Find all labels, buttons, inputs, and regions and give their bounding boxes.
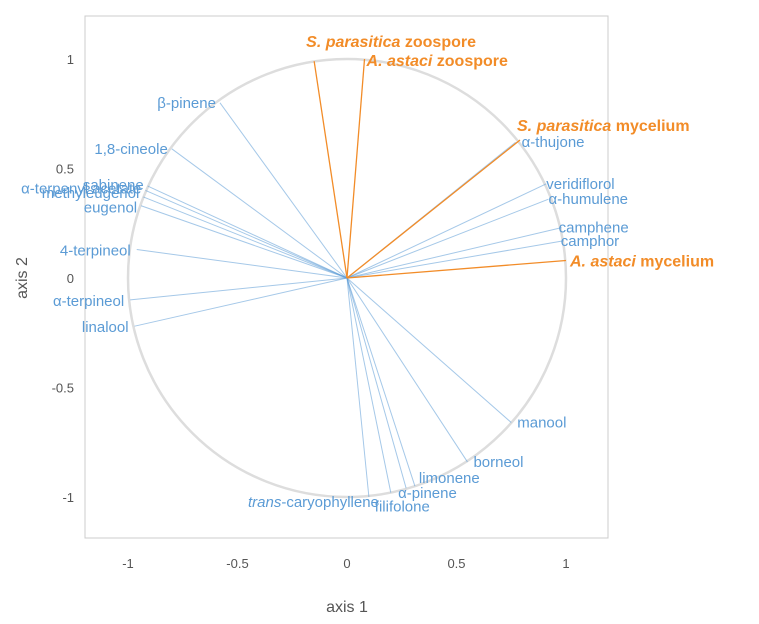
variable-lines bbox=[130, 102, 564, 498]
variable-label: eugenol bbox=[84, 200, 137, 217]
variable-vector bbox=[346, 183, 547, 279]
variable-label: camphene bbox=[559, 220, 629, 237]
variable-vector bbox=[134, 277, 348, 327]
group-label: S. parasitica mycelium bbox=[517, 118, 690, 135]
variable-label: filifolone bbox=[375, 499, 430, 516]
x-tick-label: 1 bbox=[562, 556, 569, 571]
variable-label: borneol bbox=[473, 454, 523, 471]
group-lines bbox=[313, 58, 567, 279]
x-tick-label: 0.5 bbox=[447, 556, 465, 571]
group-label: A. astaci zoospore bbox=[366, 53, 508, 70]
variable-label: camphor bbox=[561, 233, 619, 250]
variable-label: α-terpenyl acetate bbox=[21, 180, 141, 197]
variable-vector bbox=[346, 277, 407, 489]
variable-label: limonene bbox=[419, 470, 480, 487]
x-tick-label: -0.5 bbox=[226, 556, 248, 571]
variable-label: manool bbox=[517, 415, 566, 432]
variable-vector bbox=[346, 198, 549, 279]
variable-label: sabinene bbox=[83, 177, 144, 194]
unit-circle bbox=[126, 57, 568, 499]
variable-label: α-pinene bbox=[398, 485, 457, 502]
group-vector bbox=[313, 61, 348, 279]
variable-label: α-terpineol bbox=[53, 293, 124, 310]
variable-label: β-pinene bbox=[157, 95, 216, 112]
variable-vector bbox=[219, 102, 348, 279]
variable-label: 4-terpineol bbox=[60, 243, 131, 260]
y-tick-label: 0.5 bbox=[56, 162, 74, 177]
variable-vector bbox=[346, 227, 562, 279]
variable-label: trans-caryophyllene bbox=[248, 494, 379, 511]
variable-vector bbox=[346, 277, 370, 498]
axis-ticks: -1 -0.5 0 0.5 1 -1 -0.5 0 0.5 1 bbox=[52, 52, 570, 571]
group-labels: S. parasitica zoospore A. astaci zoospore… bbox=[306, 34, 714, 270]
x-tick-label: 0 bbox=[343, 556, 350, 571]
variable-vector bbox=[130, 277, 348, 301]
variable-vector bbox=[171, 148, 348, 279]
y-axis-label: axis 2 bbox=[14, 257, 31, 299]
variable-vector bbox=[136, 249, 348, 279]
variable-label: 1,8-cineole bbox=[94, 141, 167, 158]
y-tick-label: -0.5 bbox=[52, 381, 74, 396]
y-tick-label: 1 bbox=[67, 52, 74, 67]
variable-vector bbox=[147, 185, 348, 279]
variable-vector bbox=[346, 277, 468, 463]
variable-vector bbox=[145, 189, 348, 279]
plot-frame bbox=[84, 15, 609, 539]
variable-label: α-thujone bbox=[522, 134, 585, 151]
variable-vector bbox=[346, 277, 392, 493]
x-tick-label: -1 bbox=[122, 556, 134, 571]
group-label: A. astaci mycelium bbox=[569, 253, 714, 270]
variable-vector bbox=[143, 196, 348, 279]
variable-label: methyleugenol bbox=[42, 185, 140, 202]
variable-vector bbox=[346, 277, 512, 423]
group-vector bbox=[346, 58, 366, 279]
variable-vector bbox=[346, 277, 416, 487]
x-axis-label: axis 1 bbox=[326, 599, 368, 616]
group-vector bbox=[346, 139, 521, 279]
y-tick-label: -1 bbox=[62, 490, 74, 505]
group-vector bbox=[346, 259, 567, 279]
variable-vector bbox=[140, 205, 348, 279]
variable-vector bbox=[346, 240, 564, 279]
variable-label: veridiflorol bbox=[546, 176, 614, 193]
group-label: S. parasitica zoospore bbox=[306, 34, 476, 51]
variable-label: linalool bbox=[82, 319, 129, 336]
variable-label: α-humulene bbox=[548, 191, 628, 208]
y-tick-label: 0 bbox=[67, 271, 74, 286]
